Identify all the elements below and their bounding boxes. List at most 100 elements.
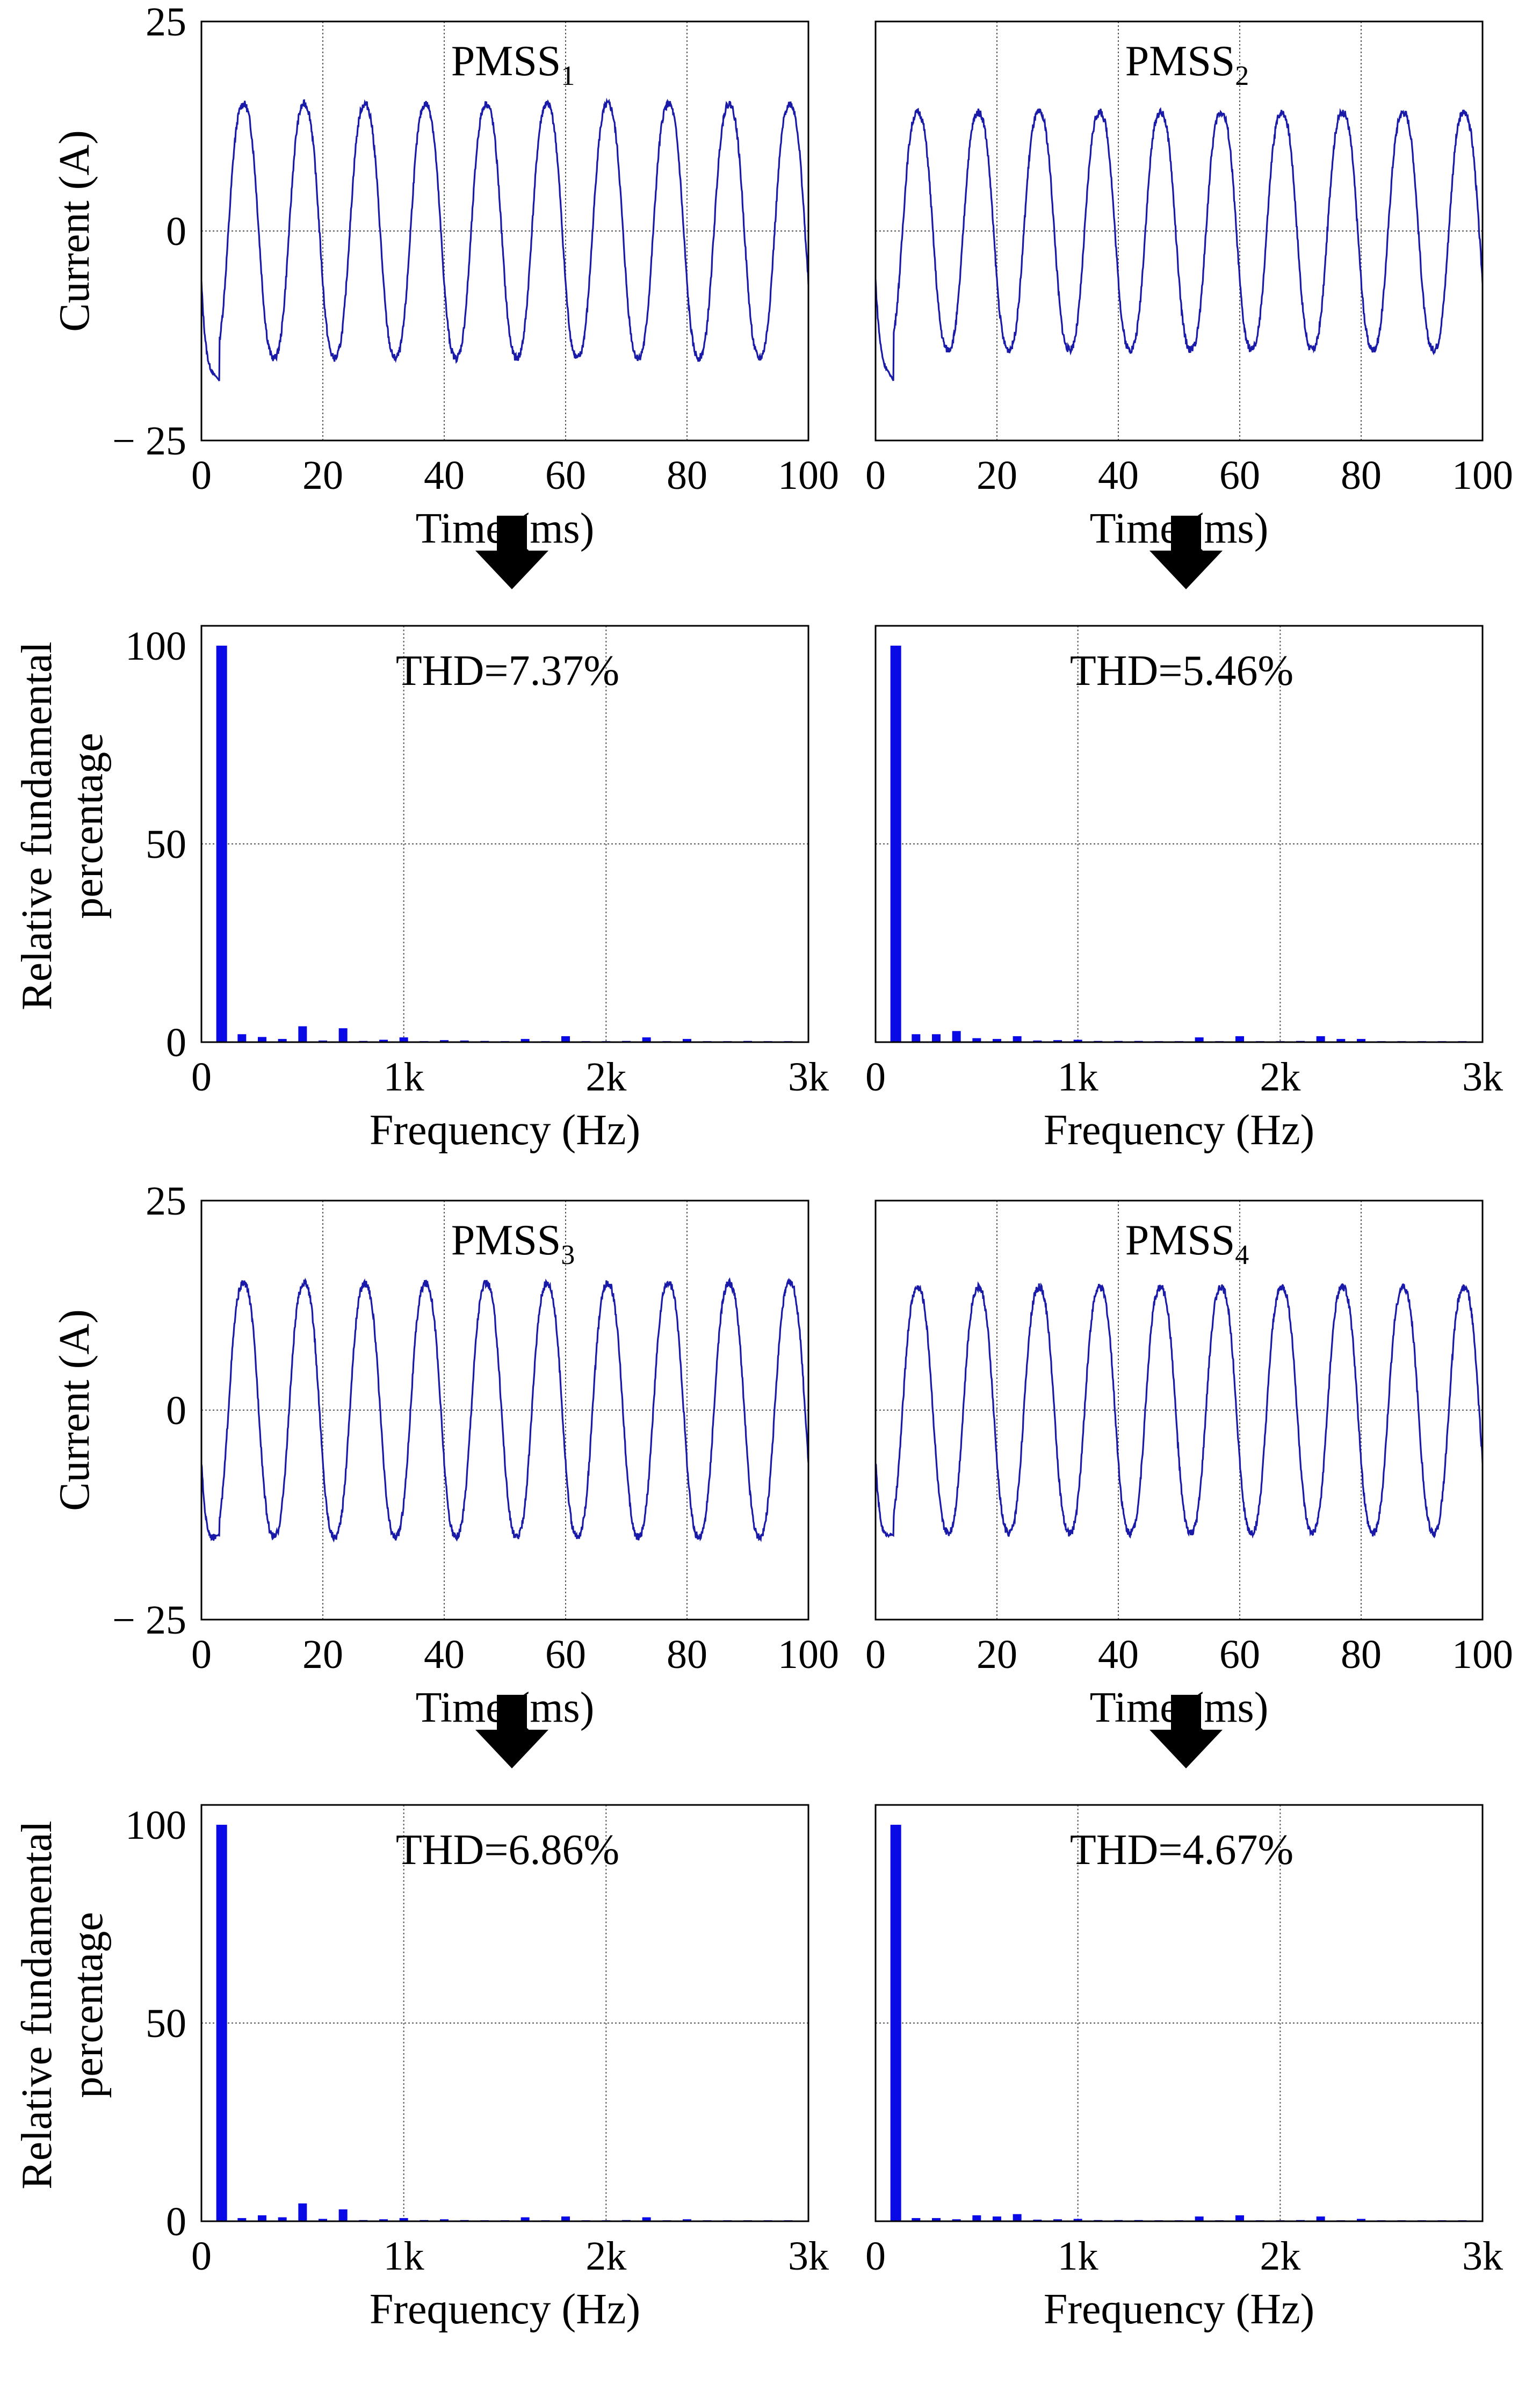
x-tick-label: 0	[865, 2234, 886, 2279]
x-tick-label: 1k	[384, 1054, 424, 1100]
bar-2400hz	[683, 1039, 691, 1042]
x-tick-label: 1k	[1058, 1054, 1098, 1100]
y-tick-label: 0	[166, 2199, 186, 2244]
bar-300hz	[932, 1034, 941, 1042]
x-tick-label: 0	[865, 1054, 886, 1100]
bar-700hz	[338, 2209, 348, 2221]
down-arrow-icon	[475, 1695, 548, 1768]
down-arrow-icon	[1149, 1695, 1223, 1768]
x-tick-label: 100	[778, 453, 839, 498]
down-arrow-icon	[475, 516, 548, 589]
panel-spectrum-2: 0 1k 2k 3k Frequency (Hz) THD=5.46%	[865, 625, 1503, 1154]
bar-1000hz	[1073, 2219, 1082, 2221]
x-tick-label: 1k	[1058, 2234, 1098, 2279]
bar-600hz	[993, 1039, 1001, 1042]
y-axis-label-line: percentage	[64, 1912, 112, 2098]
plot-frame	[874, 1200, 1484, 1621]
bar-200hz	[237, 2218, 247, 2221]
x-tick-label: 0	[191, 1632, 212, 1677]
bar-500hz	[298, 1026, 307, 1042]
y-tick-label: 0	[166, 209, 186, 254]
bar-400hz	[278, 2217, 287, 2221]
x-tick-label: 0	[191, 1054, 212, 1100]
panel-title-main: PMSS	[1125, 38, 1235, 85]
bar-100hz	[890, 645, 901, 1042]
panel-title: PMSS3	[451, 1217, 575, 1270]
panel-title-subscript: 1	[561, 61, 575, 91]
bar-400hz	[952, 2219, 961, 2221]
x-tick-label: 40	[424, 453, 465, 498]
panel-title: PMSS4	[1125, 1217, 1249, 1270]
x-tick-label: 20	[977, 1632, 1017, 1677]
bar-100hz	[890, 1824, 901, 2221]
plot-frame	[200, 1804, 809, 2222]
bar-2200hz	[1316, 1036, 1325, 1042]
x-tick-label: 0	[865, 453, 886, 498]
plot-frame	[200, 20, 809, 442]
bar-600hz	[993, 2216, 1001, 2221]
bar-900hz	[1053, 1040, 1062, 1042]
plot-frame	[200, 625, 809, 1043]
x-tick-label: 60	[545, 1632, 586, 1677]
x-tick-label: 80	[667, 453, 707, 498]
x-tick-label: 60	[1219, 1632, 1260, 1677]
y-axis-label: Relative fundamentalpercentage	[13, 641, 112, 1010]
x-tick-label: 80	[667, 1632, 707, 1677]
y-tick-label: 50	[146, 822, 186, 867]
x-tick-label: 0	[191, 453, 212, 498]
series-line	[876, 107, 1483, 381]
y-tick-label: 25	[146, 0, 186, 45]
x-axis-label: Frequency (Hz)	[1044, 2286, 1314, 2333]
bar-1800hz	[561, 2216, 570, 2221]
bar-900hz	[1053, 2219, 1062, 2221]
bar-2200hz	[642, 2217, 651, 2221]
x-tick-label: 100	[1452, 1632, 1513, 1677]
bar-200hz	[237, 1034, 247, 1042]
x-tick-label: 3k	[788, 1054, 829, 1100]
thd-annotation: THD=6.86%	[396, 1826, 619, 1874]
x-tick-label: 2k	[585, 1054, 626, 1100]
bar-300hz	[932, 2218, 941, 2221]
bar-200hz	[912, 2218, 921, 2221]
x-tick-label: 40	[424, 1632, 465, 1677]
panel-spectrum-1: 0 1k 2k 3k Frequency (Hz) 100 50 0 Relative fund…	[13, 624, 829, 1154]
bar-900hz	[379, 1039, 388, 1042]
x-tick-label: 20	[977, 453, 1017, 498]
x-tick-label: 3k	[1462, 1054, 1503, 1100]
y-tick-label: − 25	[112, 1598, 186, 1643]
x-tick-label: 20	[302, 453, 343, 498]
y-tick-label: 25	[146, 1179, 186, 1224]
y-tick-label: 0	[166, 1020, 186, 1065]
bar-300hz	[258, 1037, 266, 1042]
bar-700hz	[338, 1028, 348, 1042]
y-axis-label-line: percentage	[64, 733, 112, 919]
y-axis-label: Current (A)	[51, 130, 98, 331]
bar-200hz	[912, 1034, 921, 1042]
y-axis-label-line: Relative fundamental	[13, 641, 61, 1010]
y-tick-label: 100	[125, 1803, 186, 1848]
x-tick-label: 2k	[585, 2234, 626, 2279]
bar-400hz	[278, 1039, 287, 1042]
y-tick-label: 50	[146, 2001, 186, 2046]
panel-title-main: PMSS	[451, 38, 561, 85]
x-tick-label: 60	[545, 453, 586, 498]
bar-1000hz	[399, 1037, 408, 1042]
bar-700hz	[1013, 1036, 1022, 1042]
x-tick-label: 2k	[1260, 1054, 1300, 1100]
x-tick-label: 20	[302, 1632, 343, 1677]
bar-1000hz	[399, 2218, 408, 2221]
bar-1800hz	[1235, 1036, 1244, 1042]
bar-2300hz	[1336, 1039, 1346, 1042]
bar-1800hz	[561, 1036, 570, 1042]
panel-title-main: PMSS	[451, 1217, 561, 1264]
x-tick-label: 1k	[384, 2234, 424, 2279]
series-line	[876, 1281, 1483, 1539]
bar-1600hz	[520, 1039, 530, 1042]
bar-1200hz	[440, 2219, 449, 2221]
panel-spectrum-4: 0 1k 2k 3k Frequency (Hz) THD=4.67%	[865, 1804, 1503, 2333]
x-axis-label: Frequency (Hz)	[370, 1107, 640, 1154]
